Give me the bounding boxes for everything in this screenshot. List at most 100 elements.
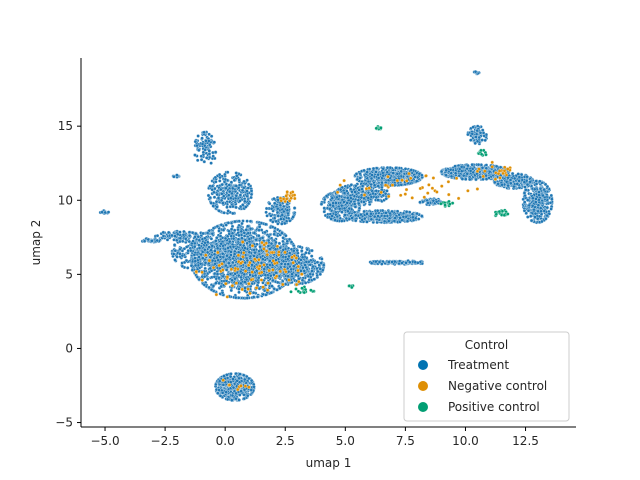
data-point <box>247 250 252 255</box>
data-point <box>142 239 147 243</box>
data-point <box>269 241 274 246</box>
data-point <box>244 228 248 232</box>
data-point <box>217 172 222 177</box>
data-point <box>249 378 254 383</box>
data-point <box>193 153 197 157</box>
data-point <box>280 213 285 217</box>
data-point <box>171 252 176 256</box>
data-point <box>207 245 211 249</box>
data-point <box>244 205 248 209</box>
data-point <box>178 247 182 252</box>
data-point <box>237 290 241 295</box>
data-point <box>230 231 235 236</box>
data-point <box>106 210 111 214</box>
data-point <box>187 233 192 238</box>
data-point <box>268 259 272 263</box>
data-point <box>237 233 241 238</box>
data-point <box>214 239 218 243</box>
data-point <box>217 379 222 383</box>
data-point <box>217 281 221 286</box>
data-point <box>289 267 293 272</box>
data-point <box>354 218 358 223</box>
data-point <box>398 216 402 220</box>
data-point <box>413 216 418 221</box>
data-point <box>362 216 367 221</box>
data-point <box>212 140 217 144</box>
data-point <box>263 222 268 227</box>
data-point <box>257 225 262 229</box>
data-point <box>233 219 237 224</box>
data-point <box>392 219 397 223</box>
data-point <box>272 232 276 237</box>
data-point <box>224 263 228 268</box>
data-point <box>399 183 404 187</box>
data-point <box>401 215 406 219</box>
data-point <box>223 236 228 241</box>
data-point <box>248 219 253 224</box>
data-point <box>234 396 238 401</box>
data-point <box>370 173 374 177</box>
data-point <box>248 254 253 259</box>
data-point <box>304 260 309 264</box>
scatter-points <box>98 69 554 403</box>
data-point <box>238 199 242 203</box>
data-point <box>260 236 265 240</box>
data-point <box>388 165 393 170</box>
data-point <box>274 270 278 275</box>
data-point <box>410 212 415 216</box>
data-point <box>221 274 225 279</box>
data-point <box>311 264 315 269</box>
data-point <box>210 231 215 236</box>
data-point <box>234 295 238 300</box>
data-point <box>195 158 200 163</box>
data-point <box>211 154 215 158</box>
data-point <box>353 213 358 218</box>
data-point <box>229 288 234 293</box>
data-point <box>203 236 207 241</box>
data-point <box>380 180 384 185</box>
data-point <box>227 189 232 194</box>
data-point <box>210 258 215 263</box>
data-point <box>184 258 189 263</box>
data-point <box>316 269 320 274</box>
data-point <box>193 263 198 268</box>
data-point <box>415 211 419 216</box>
data-point <box>225 373 229 377</box>
data-point <box>203 148 207 152</box>
data-point <box>221 228 226 232</box>
data-point <box>224 257 228 262</box>
data-point <box>248 273 252 277</box>
data-point <box>238 193 243 197</box>
data-point <box>146 237 151 242</box>
data-point <box>242 396 247 401</box>
data-point <box>320 257 324 261</box>
data-point <box>226 209 230 213</box>
data-point <box>300 278 305 283</box>
data-point <box>226 193 231 197</box>
data-point <box>220 192 224 196</box>
data-point <box>257 286 262 291</box>
data-point <box>286 262 291 266</box>
data-point <box>193 259 198 263</box>
data-point <box>205 231 210 235</box>
data-point <box>220 391 225 395</box>
data-point <box>225 170 230 174</box>
data-point <box>205 277 210 281</box>
data-point <box>173 258 177 262</box>
data-point <box>315 260 320 265</box>
data-point <box>222 211 226 215</box>
data-point <box>414 179 419 183</box>
data-point <box>281 236 285 240</box>
data-point <box>217 209 221 213</box>
data-point <box>212 195 217 199</box>
data-point <box>376 176 381 180</box>
data-point <box>212 252 217 257</box>
data-point <box>226 221 231 225</box>
data-point <box>264 206 269 211</box>
data-point <box>197 243 201 247</box>
data-point <box>227 183 232 187</box>
data-point <box>201 256 205 260</box>
data-point <box>197 238 202 242</box>
data-point <box>292 206 297 210</box>
data-point <box>303 263 307 267</box>
